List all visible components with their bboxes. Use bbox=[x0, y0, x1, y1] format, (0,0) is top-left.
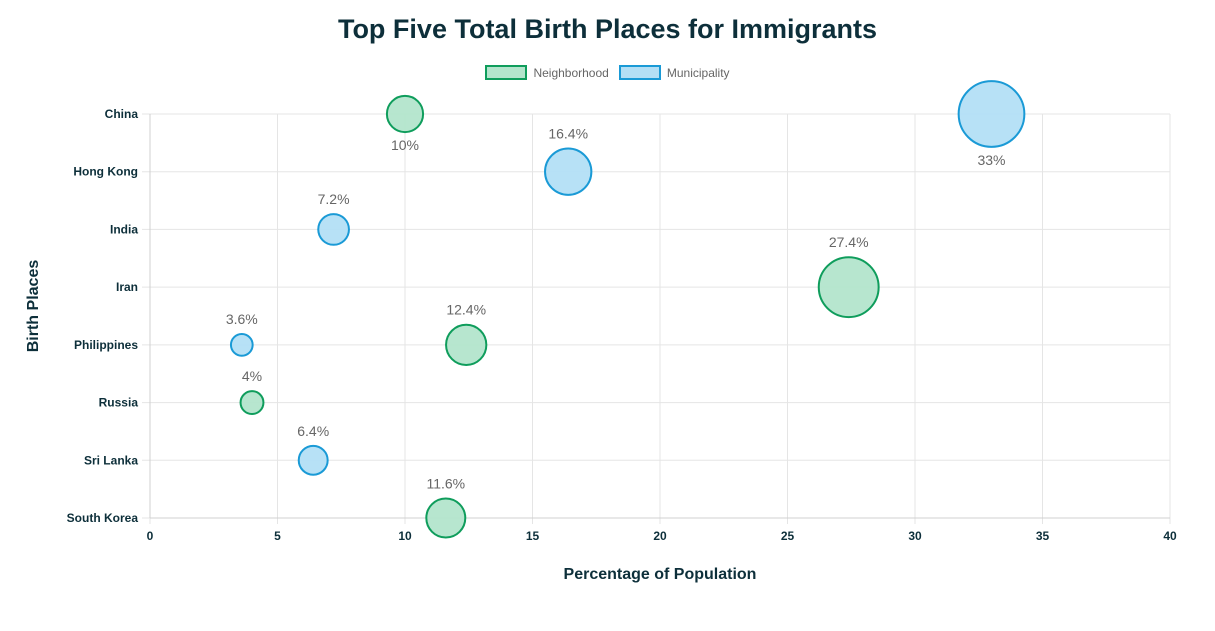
bubble-neighborhood bbox=[385, 94, 425, 134]
bubble-neighborhood bbox=[425, 497, 467, 539]
bubble-municipality bbox=[297, 444, 329, 476]
data-label-neighborhood: 4% bbox=[242, 368, 262, 384]
chart-title: Top Five Total Birth Places for Immigran… bbox=[337, 14, 878, 44]
legend: Neighborhood Municipality bbox=[0, 65, 1215, 80]
legend-item-neighborhood[interactable]: Neighborhood bbox=[485, 65, 609, 80]
x-axis-title: Percentage of Population bbox=[563, 566, 757, 583]
data-label-municipality: 3.6% bbox=[226, 311, 258, 327]
y-tick-label: Russia bbox=[99, 396, 139, 410]
y-tick-label: Hong Kong bbox=[73, 165, 138, 179]
x-tick-label: 30 bbox=[908, 529, 922, 543]
data-label-neighborhood: 11.6% bbox=[426, 476, 465, 492]
y-tick-label: India bbox=[110, 222, 138, 236]
legend-swatch-neighborhood bbox=[485, 65, 528, 80]
data-label-municipality: 7.2% bbox=[318, 191, 350, 207]
data-label-neighborhood: 12.4% bbox=[446, 302, 486, 318]
y-axis-title: Birth Places bbox=[25, 259, 42, 353]
legend-label-municipality: Municipality bbox=[666, 65, 730, 80]
x-tick-label: 15 bbox=[526, 529, 540, 543]
bubble-municipality bbox=[957, 80, 1026, 148]
legend-label-neighborhood: Neighborhood bbox=[533, 65, 609, 80]
y-tick-label: South Korea bbox=[67, 511, 139, 525]
bubble-neighborhood bbox=[239, 390, 265, 416]
y-tick-label: Philippines bbox=[74, 338, 138, 352]
x-tick-label: 0 bbox=[147, 529, 154, 543]
data-label-neighborhood: 10% bbox=[391, 137, 419, 153]
bubble-municipality bbox=[544, 147, 593, 196]
data-label-municipality: 33% bbox=[977, 152, 1005, 168]
y-tick-label: Iran bbox=[116, 280, 138, 294]
bubble-municipality bbox=[317, 213, 350, 246]
bubble-municipality bbox=[229, 333, 254, 357]
data-label-municipality: 16.4% bbox=[548, 126, 588, 142]
x-tick-label: 35 bbox=[1036, 529, 1050, 543]
x-tick-label: 40 bbox=[1163, 529, 1177, 543]
x-tick-label: 20 bbox=[653, 529, 667, 543]
data-label-neighborhood: 27.4% bbox=[829, 234, 869, 250]
x-tick-label: 10 bbox=[398, 529, 412, 543]
bubble-neighborhood bbox=[817, 256, 880, 319]
data-label-municipality: 6.4% bbox=[297, 423, 329, 439]
x-tick-label: 25 bbox=[781, 529, 795, 543]
bubble-neighborhood bbox=[445, 323, 488, 366]
legend-swatch-municipality bbox=[618, 65, 661, 80]
legend-item-municipality[interactable]: Municipality bbox=[618, 65, 730, 80]
x-tick-label: 5 bbox=[274, 529, 281, 543]
y-tick-label: Sri Lanka bbox=[84, 453, 138, 467]
y-tick-label: China bbox=[105, 107, 139, 121]
